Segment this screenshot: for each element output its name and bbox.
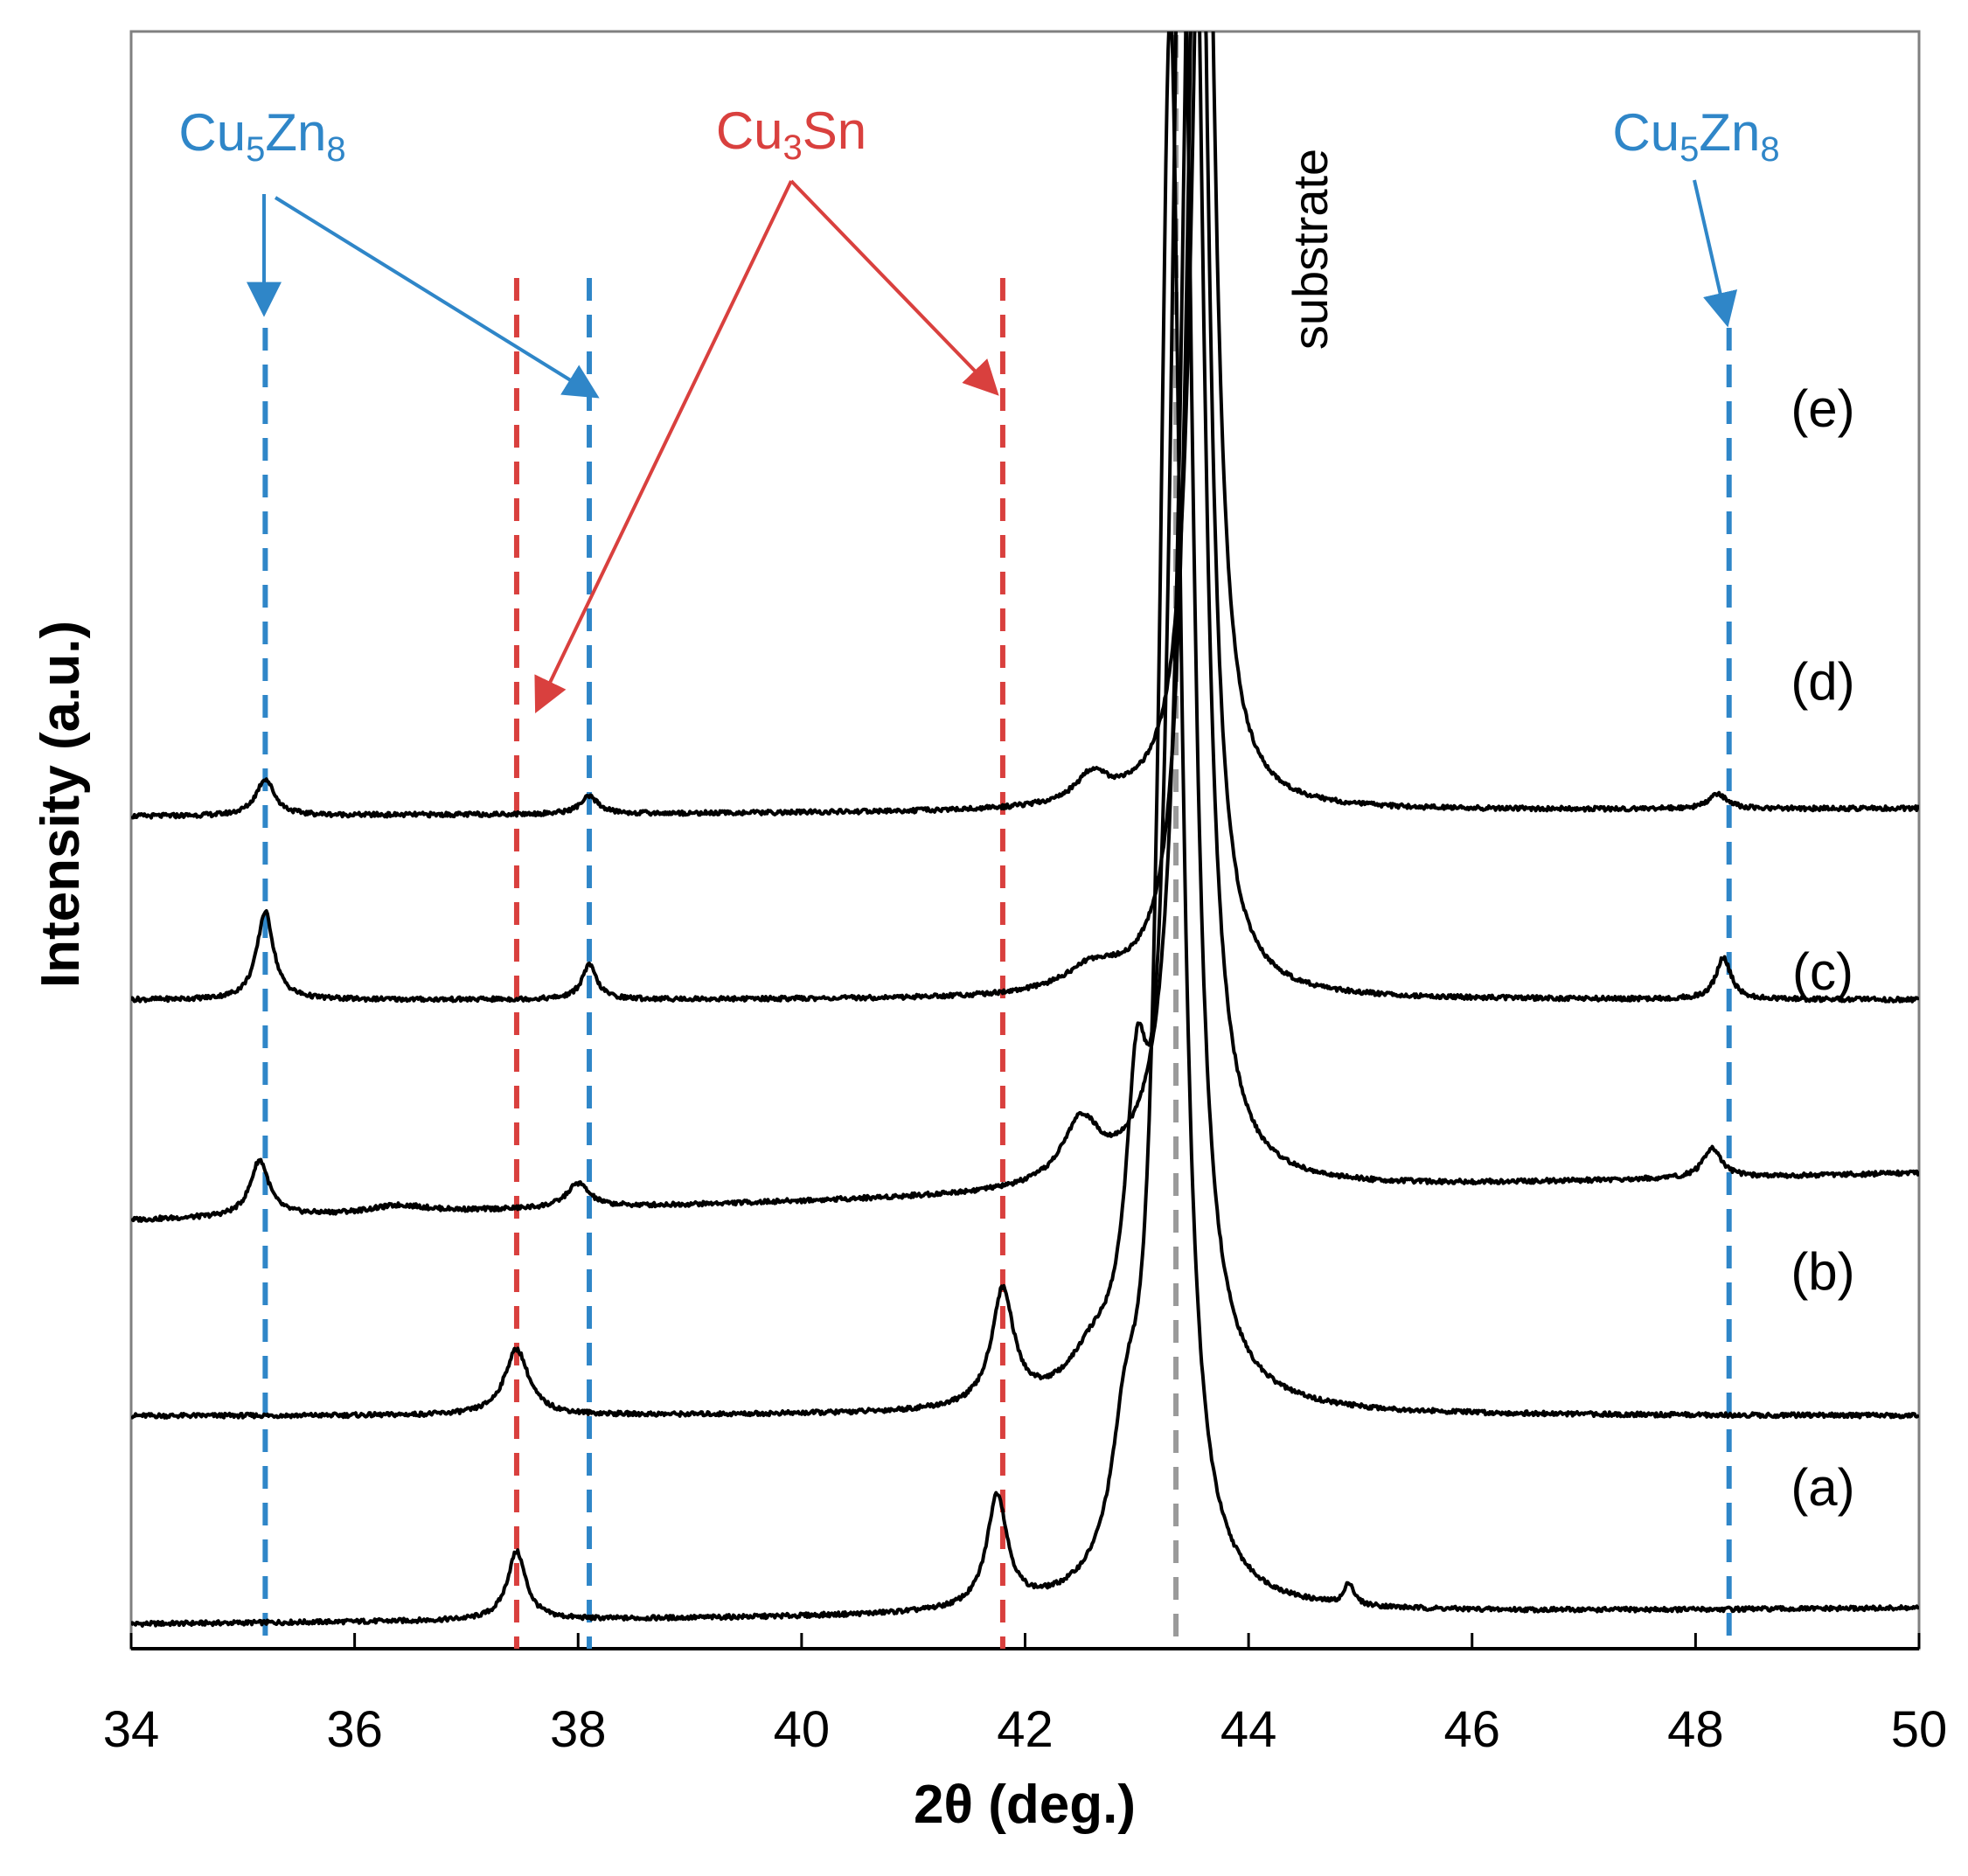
x-tick-label-34: 34 xyxy=(103,1701,160,1758)
curve-label-d: (d) xyxy=(1791,652,1854,711)
curve-label-b: (b) xyxy=(1791,1242,1854,1301)
cu3sn-arrow-2 xyxy=(789,179,999,396)
curve-b xyxy=(131,31,1919,1420)
x-tick-label-46: 46 xyxy=(1443,1701,1500,1758)
curve-labels: (a) (b) (c) (d) (e) xyxy=(1791,379,1854,1517)
reference-lines xyxy=(262,35,1732,1649)
x-tick-label-42: 42 xyxy=(997,1701,1054,1758)
cu5zn8-arrow-3 xyxy=(1693,179,1738,328)
xrd-curves xyxy=(131,31,1919,1628)
x-tick-label-44: 44 xyxy=(1220,1701,1277,1758)
x-axis-title: 2θ (deg.) xyxy=(914,1775,1136,1835)
cu5zn8-arrow-2 xyxy=(274,196,600,399)
x-tick-label-50: 50 xyxy=(1891,1701,1948,1758)
cu3sn-label: Cu3Sn xyxy=(716,101,866,167)
substrate-label: substrate xyxy=(1283,149,1338,350)
curve-label-c: (c) xyxy=(1792,942,1853,1001)
curve-a xyxy=(131,31,1919,1628)
x-tick-label-48: 48 xyxy=(1667,1701,1724,1758)
cu5zn8-left-label: Cu5Zn8 xyxy=(178,103,345,169)
cu3sn-arrow-1 xyxy=(534,180,793,714)
curve-label-e: (e) xyxy=(1791,379,1854,438)
x-axis-ticks: 34 36 38 40 42 44 46 48 50 xyxy=(103,1633,1948,1758)
y-axis-title: Intensity (a.u.) xyxy=(31,621,91,988)
x-tick-label-40: 40 xyxy=(774,1701,831,1758)
curve-label-a: (a) xyxy=(1791,1458,1854,1517)
x-tick-label-36: 36 xyxy=(326,1701,383,1758)
curve-e xyxy=(131,31,1919,820)
curve-c xyxy=(131,31,1919,1223)
x-tick-label-38: 38 xyxy=(550,1701,607,1758)
curve-d xyxy=(131,31,1919,1004)
cu5zn8-right-label: Cu5Zn8 xyxy=(1612,103,1779,169)
